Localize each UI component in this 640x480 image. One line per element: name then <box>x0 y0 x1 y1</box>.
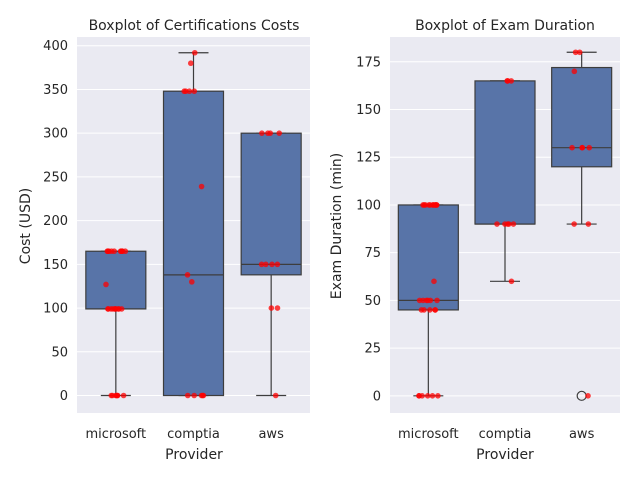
data-point <box>265 130 271 136</box>
data-point <box>103 281 109 288</box>
y-tick-label: 175 <box>356 55 381 70</box>
plot-area: 0 50 100 150 200 250 300 350 400 microsoft comptia… <box>43 37 310 442</box>
data-point <box>198 183 205 190</box>
data-point <box>435 393 441 399</box>
data-point <box>259 130 265 136</box>
data-point <box>181 88 188 95</box>
y-tick-label: 100 <box>43 302 68 317</box>
data-point <box>184 272 191 278</box>
x-tick-label: comptia <box>479 427 532 442</box>
y-axis-label: Cost (USD) <box>18 188 34 264</box>
data-point <box>191 49 198 56</box>
y-tick-label: 400 <box>43 39 68 54</box>
data-point <box>494 221 500 227</box>
box-aws <box>551 66 613 168</box>
data-point <box>122 248 129 255</box>
data-point <box>504 78 511 84</box>
data-point <box>422 202 429 208</box>
box-microsoft <box>85 250 147 310</box>
y-tick-label: 200 <box>43 214 68 229</box>
x-tick-label: microsoft <box>398 427 459 442</box>
data-point <box>258 261 265 268</box>
data-point <box>432 307 439 313</box>
box-aws <box>240 132 302 276</box>
data-point <box>572 49 579 56</box>
y-tick-label: 300 <box>43 127 68 142</box>
y-tick-label: 25 <box>364 342 381 357</box>
y-tick-label: 350 <box>43 83 68 98</box>
data-point <box>187 60 194 67</box>
y-tick-label: 100 <box>356 198 381 213</box>
x-tick-label: microsoft <box>86 427 147 442</box>
data-point <box>118 248 125 255</box>
x-axis-label: Provider <box>476 447 534 463</box>
data-point <box>576 49 583 56</box>
data-point <box>112 306 118 312</box>
y-tick-label: 125 <box>356 151 381 166</box>
plot-area: 0 25 50 75 100 125 150 175 microsoft comptia aws <box>356 37 620 442</box>
data-point <box>510 221 517 227</box>
data-point <box>198 392 205 399</box>
chart-title: Boxplot of Exam Duration <box>415 18 595 34</box>
data-point <box>424 393 431 399</box>
x-axis-label: Provider <box>165 447 223 463</box>
data-point <box>434 297 440 304</box>
data-point <box>274 261 281 268</box>
data-point <box>423 297 430 304</box>
data-point <box>431 278 437 285</box>
data-point <box>571 221 577 227</box>
data-point <box>506 221 512 227</box>
box-comptia <box>162 90 225 397</box>
chart-exam-duration: 0 25 50 75 100 125 150 175 microsoft comptia aws B… <box>329 18 620 463</box>
data-point <box>274 305 281 311</box>
y-tick-label: 150 <box>356 103 381 118</box>
data-point <box>269 261 275 268</box>
data-point <box>189 279 195 285</box>
x-tick-label: aws <box>258 427 284 442</box>
data-point <box>585 221 592 227</box>
data-point <box>268 305 275 311</box>
y-tick-label: 250 <box>43 170 68 185</box>
chart-certification-costs: 0 50 100 150 200 250 300 350 400 microsoft comptia… <box>18 18 310 463</box>
x-tick-label: aws <box>569 427 595 442</box>
data-point <box>502 221 508 227</box>
data-point <box>120 392 127 399</box>
data-point <box>118 306 125 312</box>
box-comptia <box>474 80 536 225</box>
data-point <box>108 392 115 399</box>
y-tick-label: 50 <box>51 345 68 360</box>
y-tick-label: 0 <box>60 389 68 404</box>
data-point <box>416 393 422 399</box>
y-tick-label: 75 <box>364 246 381 261</box>
data-point <box>427 307 433 313</box>
data-point <box>421 307 427 313</box>
box-microsoft <box>397 204 459 311</box>
data-point <box>108 248 115 255</box>
data-point <box>191 88 198 95</box>
data-point <box>113 392 120 399</box>
data-point <box>191 392 197 399</box>
data-point <box>585 393 591 399</box>
data-point <box>586 144 593 151</box>
data-point <box>429 393 436 399</box>
data-point <box>508 278 515 285</box>
data-point <box>276 130 283 136</box>
data-point <box>184 392 191 399</box>
y-axis-label: Exam Duration (min) <box>329 153 345 299</box>
data-point <box>263 261 269 268</box>
data-point <box>105 306 112 312</box>
y-tick-label: 150 <box>43 258 68 273</box>
y-tick-label: 0 <box>373 389 381 404</box>
y-tick-label: 50 <box>364 294 381 309</box>
data-point <box>272 392 279 399</box>
chart-title: Boxplot of Certifications Costs <box>89 18 300 34</box>
data-point <box>569 144 575 151</box>
data-point <box>571 68 578 75</box>
x-tick-label: comptia <box>167 427 220 442</box>
data-point <box>579 144 586 151</box>
data-point <box>432 202 438 208</box>
